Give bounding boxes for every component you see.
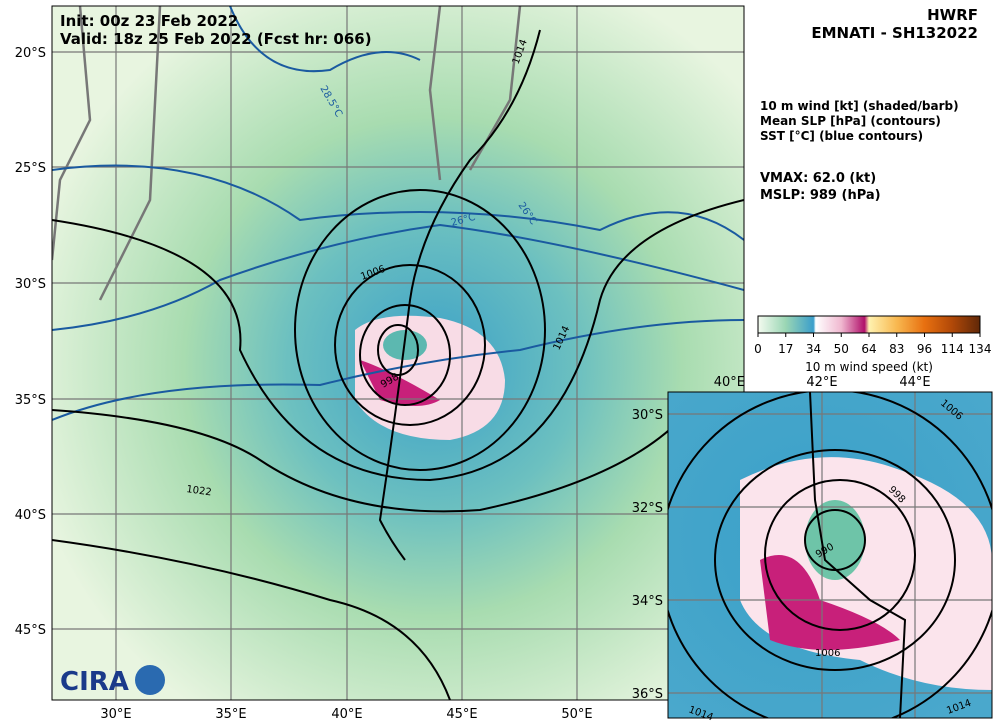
y-label: 25°S [15, 161, 46, 176]
vmax: VMAX: 62.0 (kt) [760, 171, 876, 186]
colorbar: 10 m wind speed (kt) 0 17 34 50 64 83 96 114 134 [754, 315, 992, 374]
legend-line: 10 m wind [kt] (shaded/barb) [760, 99, 959, 113]
y-label: 35°S [15, 393, 46, 408]
y-label: 40°S [15, 508, 46, 523]
y-label: 30°S [632, 408, 663, 423]
legend-line: Mean SLP [hPa] (contours) [760, 114, 941, 128]
x-label: 44°E [899, 375, 930, 390]
x-label: 45°E [446, 707, 477, 722]
x-label: 30°E [100, 707, 131, 722]
x-label: 40°E [714, 375, 745, 390]
colorbar-tick-label: 64 [861, 342, 876, 356]
y-label: 32°S [632, 501, 663, 516]
colorbar-tick-label: 134 [969, 342, 992, 356]
contour-label: 1006 [815, 648, 840, 659]
colorbar-tick-label: 34 [806, 342, 821, 356]
init-time: Init: 00z 23 Feb 2022 [60, 12, 238, 30]
colorbar-label: 10 m wind speed (kt) [805, 360, 933, 374]
y-label: 30°S [15, 277, 46, 292]
valid-time: Valid: 18z 25 Feb 2022 (Fcst hr: 066) [60, 30, 372, 48]
main-map: 1014 1006 998 1014 1022 28.5°C 26°C 26°C… [52, 6, 744, 700]
colorbar-tick-label: 17 [778, 342, 793, 356]
svg-text:CIRA: CIRA [60, 667, 129, 697]
x-label: 35°E [215, 707, 246, 722]
colorbar-tick-label: 96 [917, 342, 932, 356]
x-label: 40°E [331, 707, 362, 722]
model-name: HWRF [927, 6, 978, 24]
mslp: MSLP: 989 (hPa) [760, 188, 881, 203]
y-label: 34°S [632, 594, 663, 609]
colorbar-tick-label: 0 [754, 342, 762, 356]
inset-map: 1006 998 990 1006 1014 1014 42°E 44°E 40… [632, 375, 993, 722]
y-label: 20°S [15, 46, 46, 61]
storm-name: EMNATI - SH132022 [811, 24, 978, 42]
colorbar-tick-label: 83 [889, 342, 904, 356]
legend-line: SST [°C] (blue contours) [760, 129, 923, 143]
y-label: 45°S [15, 623, 46, 638]
colorbar-tick-label: 50 [834, 342, 849, 356]
slp-contours [52, 29, 744, 700]
main-axis-labels: 30°E 35°E 40°E 45°E 50°E 20°S 25°S 30°S … [15, 46, 593, 722]
x-label: 42°E [806, 375, 837, 390]
y-label: 36°S [632, 687, 663, 702]
contour-label: 1022 [186, 484, 213, 498]
logo: CIRA [60, 665, 165, 697]
colorbar-tick-label: 114 [941, 342, 964, 356]
x-label: 50°E [561, 707, 592, 722]
